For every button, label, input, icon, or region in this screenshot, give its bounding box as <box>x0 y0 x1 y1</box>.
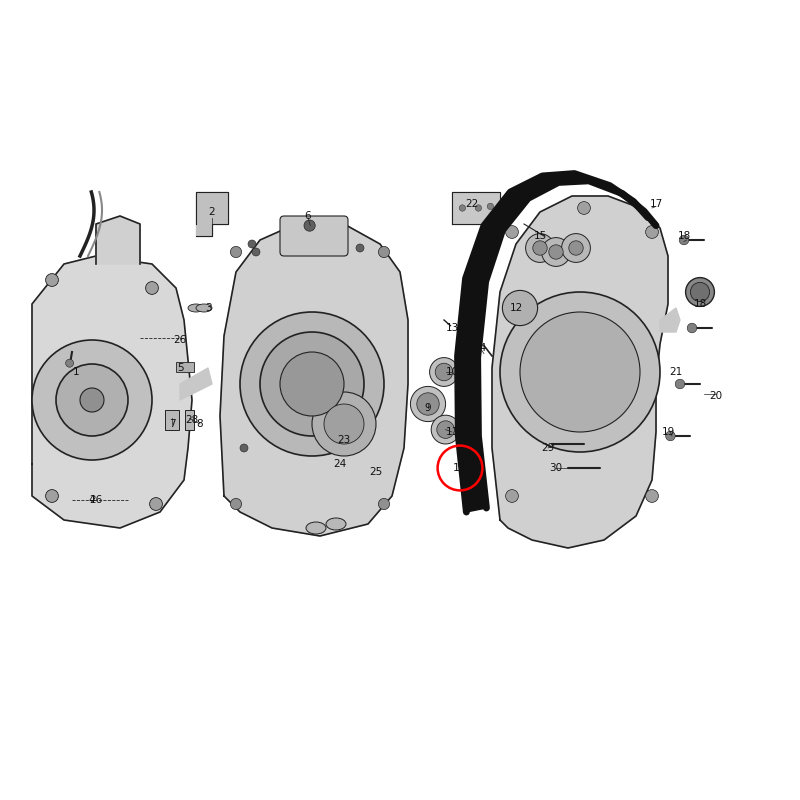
Text: 6: 6 <box>305 211 311 221</box>
Circle shape <box>260 332 364 436</box>
Text: 24: 24 <box>334 459 346 469</box>
Text: 13: 13 <box>446 323 458 333</box>
Circle shape <box>506 226 518 238</box>
Circle shape <box>666 431 675 441</box>
Circle shape <box>475 205 482 211</box>
Text: 8: 8 <box>197 419 203 429</box>
Circle shape <box>66 359 74 367</box>
Circle shape <box>578 202 590 214</box>
Circle shape <box>410 386 446 422</box>
FancyBboxPatch shape <box>280 216 348 256</box>
Text: 26: 26 <box>174 335 186 345</box>
Circle shape <box>46 274 58 286</box>
Polygon shape <box>180 368 212 400</box>
Text: 7: 7 <box>169 419 175 429</box>
Circle shape <box>378 498 390 510</box>
Circle shape <box>80 388 104 412</box>
Polygon shape <box>660 308 680 332</box>
Circle shape <box>533 241 547 255</box>
Text: 3: 3 <box>205 303 211 313</box>
Circle shape <box>417 393 439 415</box>
Circle shape <box>646 490 658 502</box>
Text: 29: 29 <box>542 443 554 453</box>
Circle shape <box>46 490 58 502</box>
Text: 14: 14 <box>474 343 486 353</box>
Circle shape <box>280 352 344 416</box>
Polygon shape <box>220 224 408 536</box>
Polygon shape <box>32 256 192 528</box>
Text: 9: 9 <box>425 403 431 413</box>
Circle shape <box>230 246 242 258</box>
Circle shape <box>542 238 570 266</box>
Text: 28: 28 <box>186 415 198 425</box>
Text: 22: 22 <box>466 199 478 209</box>
Circle shape <box>248 240 256 248</box>
Circle shape <box>526 234 554 262</box>
Circle shape <box>32 340 152 460</box>
Circle shape <box>675 379 685 389</box>
Circle shape <box>378 246 390 258</box>
Text: 12: 12 <box>510 303 522 313</box>
Text: 17: 17 <box>650 199 662 209</box>
Circle shape <box>312 392 376 456</box>
Ellipse shape <box>196 304 212 312</box>
Circle shape <box>679 235 689 245</box>
Circle shape <box>520 312 640 432</box>
Circle shape <box>459 205 466 211</box>
Ellipse shape <box>326 518 346 530</box>
Circle shape <box>686 278 714 306</box>
Text: 25: 25 <box>370 467 382 477</box>
Bar <box>185 410 194 430</box>
Circle shape <box>324 404 364 444</box>
Text: 20: 20 <box>710 391 722 401</box>
Text: 1: 1 <box>73 367 79 377</box>
Polygon shape <box>458 174 656 512</box>
Text: 19: 19 <box>662 427 674 437</box>
Polygon shape <box>492 196 668 548</box>
Circle shape <box>506 490 518 502</box>
Text: 26: 26 <box>90 495 102 505</box>
Circle shape <box>240 312 384 456</box>
Circle shape <box>240 444 248 452</box>
Circle shape <box>356 244 364 252</box>
Ellipse shape <box>188 304 204 312</box>
Polygon shape <box>196 192 228 236</box>
Circle shape <box>435 363 453 381</box>
Text: 5: 5 <box>177 363 183 373</box>
Text: 16: 16 <box>453 463 467 473</box>
Circle shape <box>146 282 158 294</box>
Text: 23: 23 <box>338 435 350 445</box>
Text: 4: 4 <box>89 495 95 505</box>
Circle shape <box>549 245 563 259</box>
Circle shape <box>687 323 697 333</box>
Circle shape <box>431 415 460 444</box>
Text: 21: 21 <box>670 367 682 377</box>
Circle shape <box>500 292 660 452</box>
Polygon shape <box>452 192 500 224</box>
Text: 18: 18 <box>694 299 706 309</box>
Circle shape <box>430 358 458 386</box>
Circle shape <box>437 421 454 438</box>
Circle shape <box>150 498 162 510</box>
Text: 15: 15 <box>534 231 546 241</box>
Ellipse shape <box>306 522 326 534</box>
Bar <box>165 410 179 430</box>
Bar <box>176 362 194 372</box>
Text: 18: 18 <box>678 231 690 241</box>
Text: 30: 30 <box>550 463 562 473</box>
Circle shape <box>562 234 590 262</box>
Text: 2: 2 <box>209 207 215 217</box>
Circle shape <box>56 364 128 436</box>
Circle shape <box>487 203 494 210</box>
Text: 11: 11 <box>446 427 458 437</box>
Circle shape <box>304 220 315 231</box>
Circle shape <box>646 226 658 238</box>
Circle shape <box>230 498 242 510</box>
Circle shape <box>502 290 538 326</box>
Circle shape <box>569 241 583 255</box>
Circle shape <box>252 248 260 256</box>
Text: 10: 10 <box>446 367 458 377</box>
Polygon shape <box>96 216 140 264</box>
Circle shape <box>690 282 710 302</box>
